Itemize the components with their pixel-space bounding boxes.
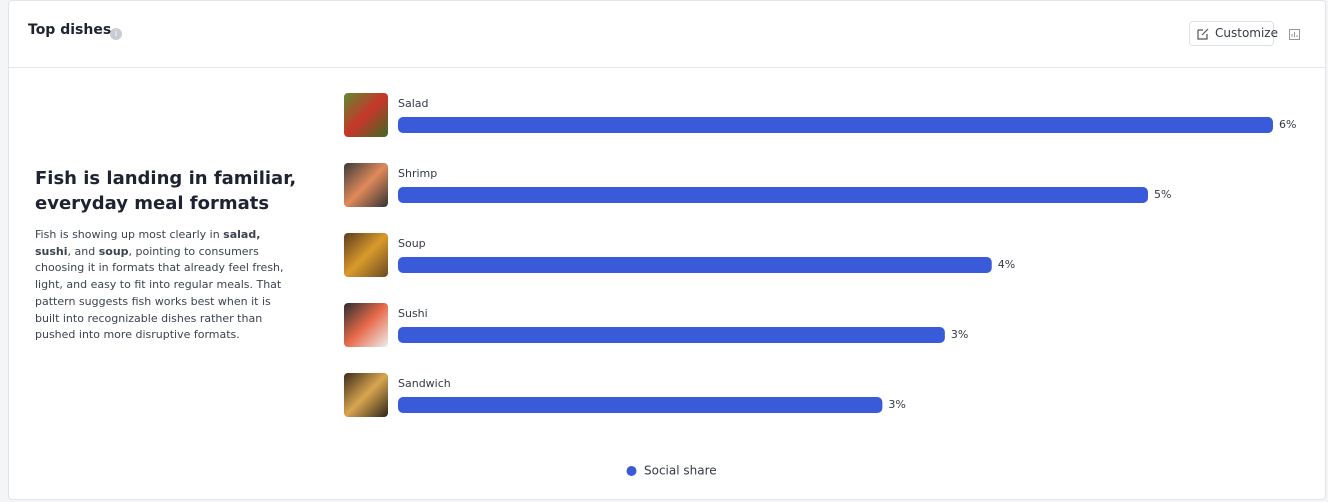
dish-thumbnail [344, 233, 388, 277]
legend-marker [626, 466, 637, 476]
card-title: Top dishes [28, 22, 112, 38]
edit-icon [1197, 28, 1209, 40]
button-label: Customize [1215, 26, 1278, 40]
dish-thumbnail [344, 163, 388, 207]
info-icon[interactable]: i [110, 28, 122, 40]
insight-heading: Fish is landing in familiar, everyday me… [35, 168, 297, 214]
card: Top dishes i Customize Fish is landing i… [8, 0, 1326, 500]
legend-label: Social share [644, 464, 717, 478]
value-label: 3% [951, 328, 968, 341]
dish-thumbnail [344, 303, 388, 347]
category-label: Sushi [398, 307, 428, 320]
export-icon[interactable] [1288, 27, 1302, 41]
value-label: 3% [888, 398, 905, 411]
category-label: Soup [398, 237, 426, 250]
category-label: Salad [398, 97, 429, 110]
bar [398, 327, 945, 343]
insight-body: Fish is showing up most clearly in salad… [35, 227, 297, 344]
bar [398, 257, 992, 273]
bar [398, 397, 883, 413]
value-label: 5% [1154, 188, 1171, 201]
dish-thumbnail [344, 373, 388, 417]
bold-text: salad, sushi [35, 228, 261, 258]
bar [398, 117, 1273, 133]
dish-thumbnail [344, 93, 388, 137]
value-label: 4% [998, 258, 1015, 271]
text-run: , pointing to consumers choosing it in f… [35, 244, 284, 342]
category-label: Shrimp [398, 167, 437, 180]
text-run: , and [67, 244, 99, 258]
text-run: Fish is showing up most clearly in [35, 228, 224, 241]
value-label: 6% [1279, 118, 1296, 131]
bar [398, 187, 1148, 203]
card-header: Top dishes i Customize [9, 1, 1325, 68]
category-label: Sandwich [398, 377, 451, 390]
bold-text: soup [98, 244, 129, 258]
customize-button[interactable]: Customize [1189, 21, 1278, 46]
